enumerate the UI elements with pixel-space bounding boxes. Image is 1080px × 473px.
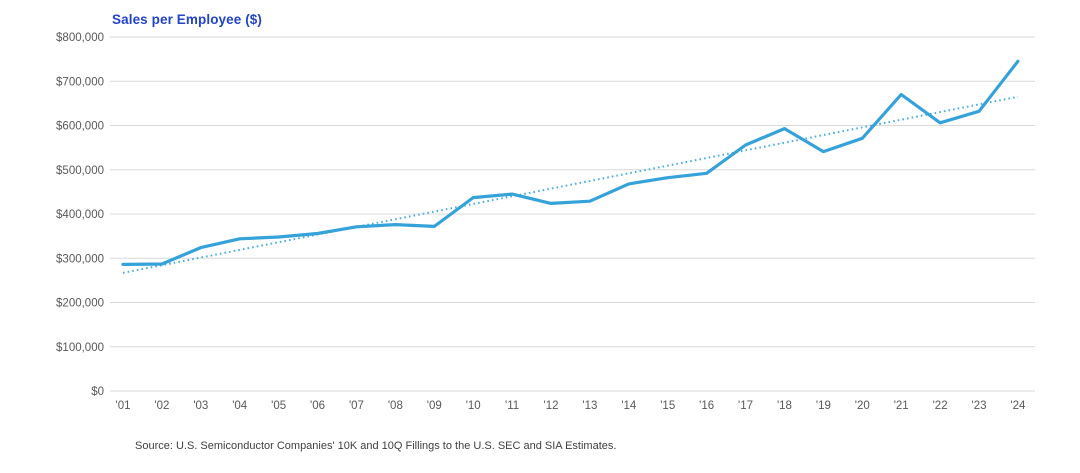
y-tick-label: $200,000 [56,298,104,310]
x-tick-label: '01 [116,400,131,412]
source-note: Source: U.S. Semiconductor Companies' 10… [135,440,617,452]
trend-line [122,95,1019,274]
y-tick-label: $800,000 [56,32,104,44]
x-tick-label: '17 [738,400,753,412]
x-tick-label: '12 [544,400,559,412]
y-tick-label: $300,000 [56,253,104,265]
y-tick-label: $700,000 [56,76,104,88]
x-tick-label: '23 [972,400,987,412]
x-tick-label: '19 [816,400,831,412]
x-tick-label: '09 [427,400,442,412]
x-tick-label: '02 [154,400,169,412]
x-tick-label: '10 [466,400,481,412]
x-tick-label: '07 [349,400,364,412]
y-tick-label: $0 [91,386,104,398]
x-tick-label: '04 [232,400,248,412]
x-tick-label: '03 [193,400,208,412]
chart-title: Sales per Employee ($) [112,12,263,27]
x-tick-label: '20 [855,400,870,412]
sales-line [121,59,1020,266]
y-tick-label: $500,000 [56,165,104,177]
x-tick-label: '13 [582,400,597,412]
x-tick-label: '22 [933,400,948,412]
x-tick-label: '21 [894,400,909,412]
x-tick-label: '15 [660,400,675,412]
x-tick-label: '14 [621,400,637,412]
x-tick-label: '18 [777,400,792,412]
x-tick-label: '05 [271,400,286,412]
y-tick-label: $100,000 [56,342,104,354]
y-tick-label: $400,000 [56,209,104,221]
x-tick-label: '24 [1010,400,1026,412]
x-tick-label: '16 [699,400,714,412]
x-tick-label: '08 [388,400,403,412]
y-tick-label: $600,000 [56,121,104,133]
x-tick-label: '11 [505,400,519,412]
x-tick-label: '06 [310,400,325,412]
